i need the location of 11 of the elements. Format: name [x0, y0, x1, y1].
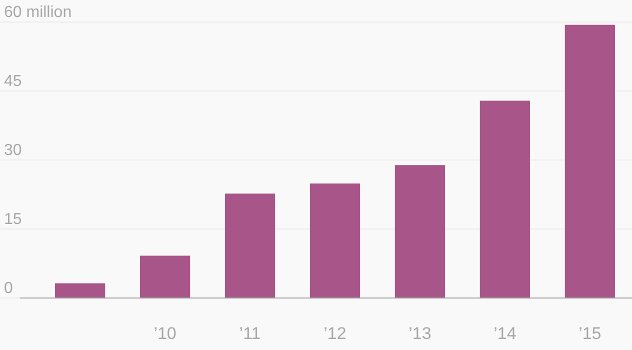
y-tick-label: 15 [4, 211, 22, 228]
x-tick-label: ’14 [494, 324, 516, 343]
x-tick-label: ’11 [239, 324, 261, 343]
x-tick-label: ’15 [578, 324, 602, 343]
x-tick-label: ’12 [324, 324, 346, 343]
x-tick-label: ’13 [408, 324, 432, 343]
y-tick-label: 30 [4, 142, 22, 160]
y-tick-label: 0 [4, 280, 13, 297]
y-tick-label: 45 [4, 73, 22, 90]
x-tick-label: ’10 [154, 324, 176, 343]
y-tick-label: 60 million [4, 4, 72, 22]
